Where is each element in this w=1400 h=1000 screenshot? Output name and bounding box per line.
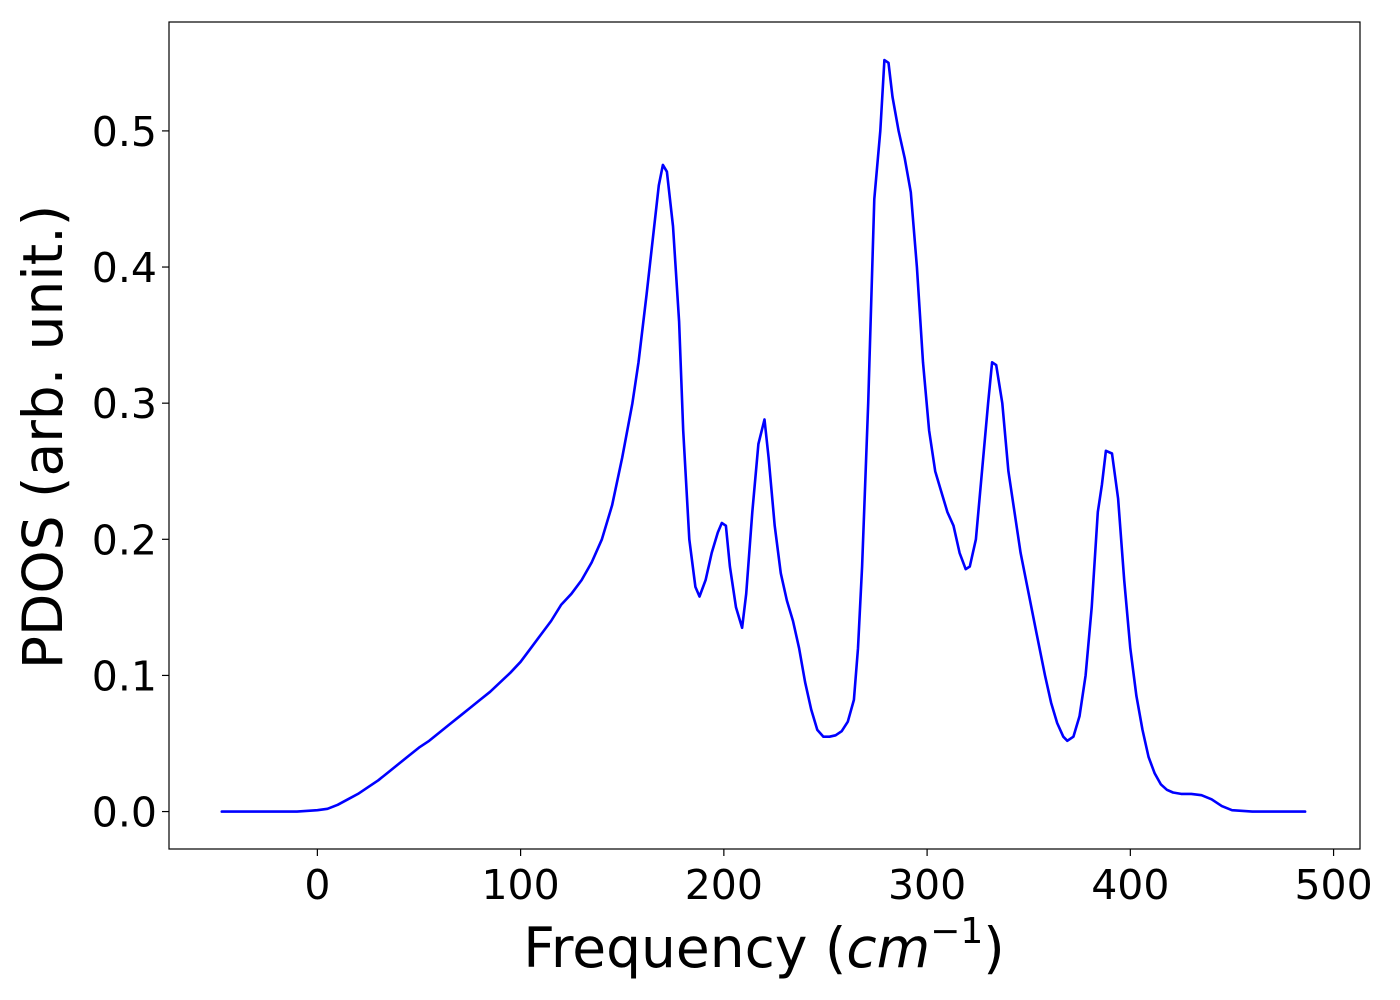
x-tick-label: 400 <box>1091 861 1169 909</box>
x-axis-label-unit: cm <box>846 916 930 980</box>
plot-frame <box>168 21 1361 850</box>
y-tick-label: 0.5 <box>92 108 157 156</box>
x-axis-label-close: ) <box>983 916 1004 980</box>
y-tick-label: 0.2 <box>92 516 157 564</box>
x-tick-label: 200 <box>685 861 763 909</box>
plot-area <box>169 22 1360 849</box>
x-tick-label: 0 <box>304 861 330 909</box>
pdos-series-line <box>220 58 1307 813</box>
x-axis-label: Frequency (cm−1) <box>523 911 1004 980</box>
y-tick-label: 0.3 <box>92 380 157 428</box>
x-axis-ticks: 0 100 200 300 400 500 <box>304 849 1373 909</box>
y-axis-ticks: 0.0 0.1 0.2 0.3 0.4 0.5 <box>92 108 169 837</box>
x-axis-label-exponent: −1 <box>930 911 983 952</box>
x-tick-label: 300 <box>888 861 966 909</box>
y-tick-label: 0.4 <box>92 244 157 292</box>
x-tick-label: 500 <box>1294 861 1372 909</box>
y-tick-label: 0.0 <box>92 789 157 837</box>
y-axis-label: PDOS (arb. unit.) <box>11 205 75 669</box>
x-tick-label: 100 <box>481 861 559 909</box>
x-axis-label-text: Frequency ( <box>523 916 846 980</box>
y-tick-label: 0.1 <box>92 652 157 700</box>
